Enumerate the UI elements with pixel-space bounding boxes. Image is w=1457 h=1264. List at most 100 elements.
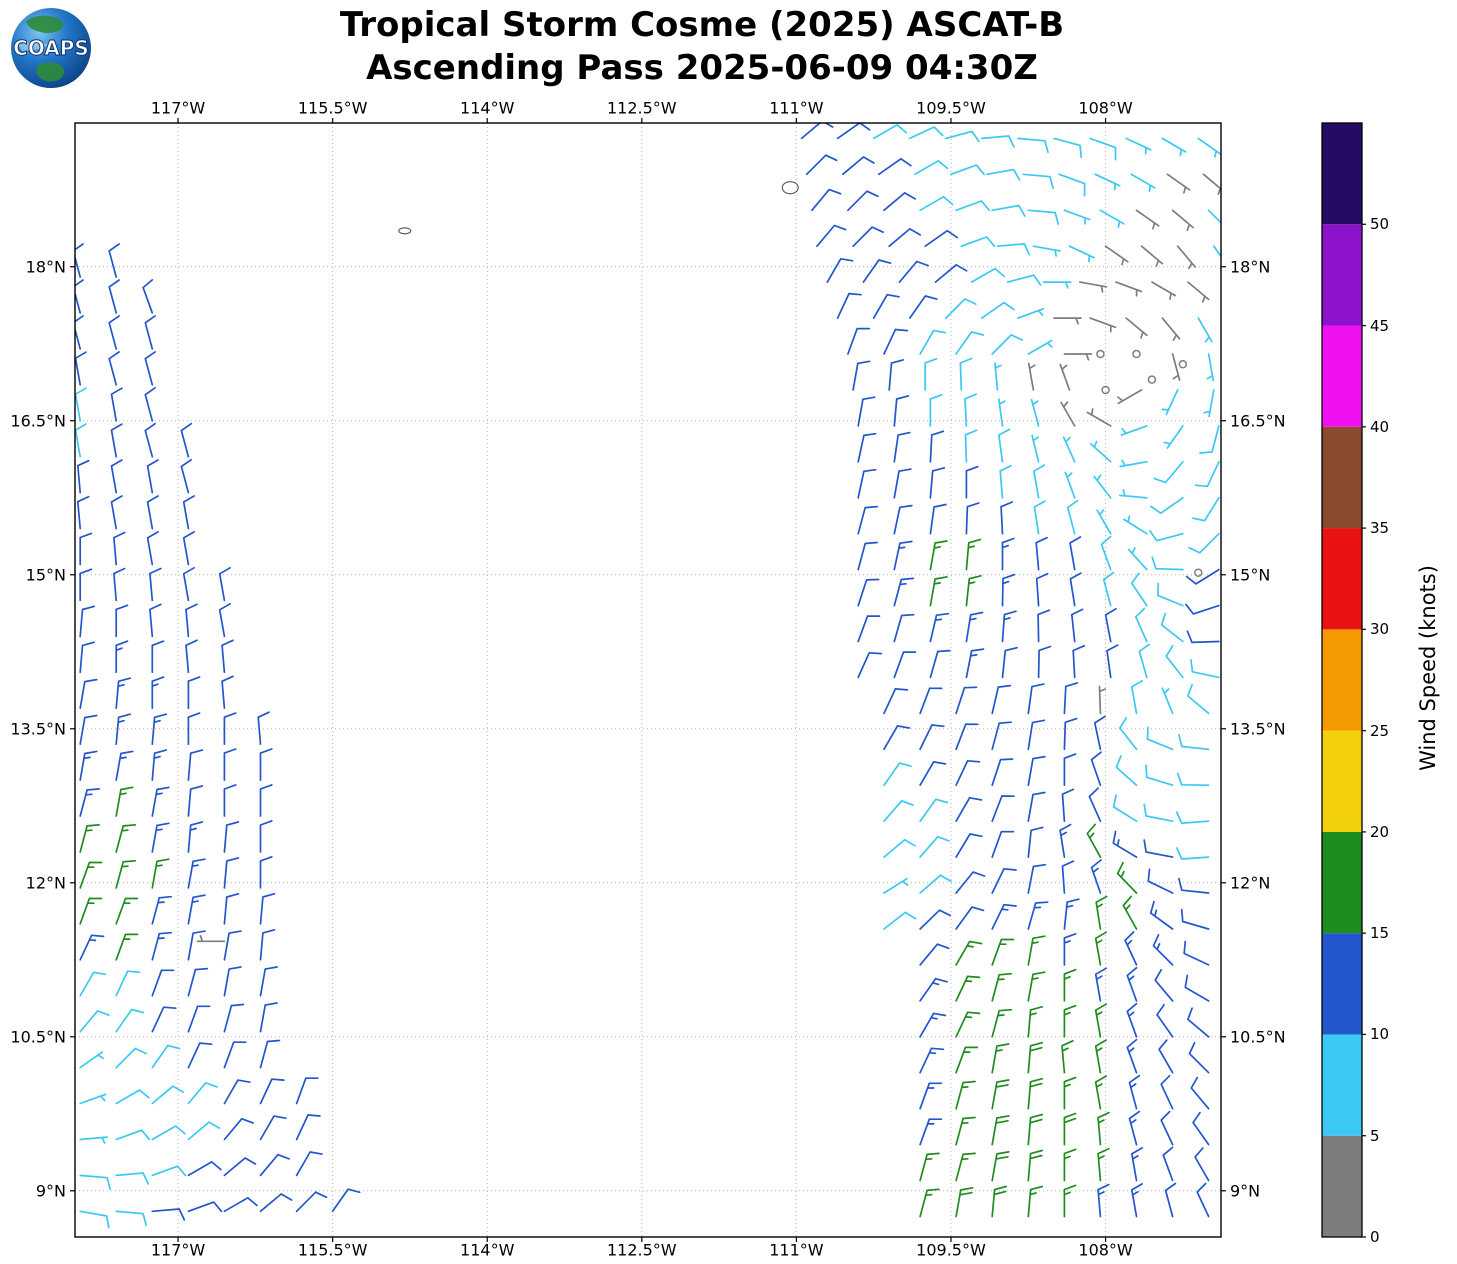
wind-barb bbox=[1063, 753, 1077, 787]
wind-barb bbox=[857, 432, 877, 463]
wind-barb bbox=[151, 895, 173, 925]
plot-border bbox=[74, 122, 1222, 1238]
wind-barb bbox=[1149, 529, 1184, 542]
wind-barb bbox=[75, 351, 87, 386]
wind-barb bbox=[1058, 173, 1086, 197]
wind-barb bbox=[981, 301, 1015, 319]
wind-barb bbox=[79, 1210, 110, 1229]
wind-barb bbox=[1030, 398, 1040, 427]
wind-barb bbox=[1097, 1183, 1110, 1218]
colorbar-tick-label: 15 bbox=[1370, 924, 1390, 943]
wind-barb bbox=[259, 892, 276, 925]
wind-barb bbox=[115, 1047, 148, 1069]
wind-barb bbox=[1150, 496, 1184, 515]
wind-barb bbox=[187, 858, 206, 889]
wind-barb bbox=[151, 676, 165, 710]
coastline-fragment bbox=[781, 181, 799, 195]
wind-barb bbox=[223, 784, 237, 817]
wind-barb bbox=[259, 966, 278, 997]
wind-barb bbox=[1178, 877, 1210, 894]
wind-barb bbox=[1062, 436, 1076, 463]
wind-barb bbox=[108, 279, 120, 314]
wind-barb bbox=[79, 1010, 110, 1033]
wind-barb bbox=[991, 830, 1015, 858]
wind-barb bbox=[1059, 363, 1071, 391]
wind-barb bbox=[1116, 861, 1138, 894]
cloud-swirl bbox=[18, 42, 48, 51]
calm-circle bbox=[1101, 385, 1110, 395]
land-north bbox=[26, 15, 63, 33]
wind-barb bbox=[929, 503, 947, 535]
wind-barb bbox=[1126, 1002, 1138, 1038]
wind-barb bbox=[182, 531, 195, 566]
wind-barb bbox=[187, 1161, 222, 1177]
wind-barb bbox=[929, 540, 948, 571]
y-tick-label-right: 16.5°N bbox=[1230, 411, 1286, 431]
wind-barb bbox=[857, 505, 879, 535]
wind-barb bbox=[144, 386, 156, 422]
wind-barb bbox=[960, 236, 996, 248]
x-tick-label-bottom: 109.5°W bbox=[916, 1240, 986, 1260]
wind-barb bbox=[257, 711, 270, 746]
wind-barb bbox=[108, 243, 120, 278]
wind-barb bbox=[259, 1078, 285, 1105]
wind-barb bbox=[1125, 137, 1152, 155]
wind-barb bbox=[1187, 281, 1210, 303]
wind-barb bbox=[1166, 173, 1191, 194]
wind-barb bbox=[1063, 353, 1093, 361]
wind-barb bbox=[151, 1006, 177, 1033]
wind-barb bbox=[1206, 353, 1215, 382]
wind-barb bbox=[115, 713, 132, 746]
wind-barb bbox=[115, 897, 139, 925]
wind-barb bbox=[1161, 389, 1179, 416]
wind-barb bbox=[1203, 389, 1215, 418]
wind-barb bbox=[857, 541, 879, 571]
wind-barb bbox=[259, 1193, 293, 1213]
wind-barb bbox=[1063, 932, 1077, 966]
wind-barb bbox=[1178, 733, 1210, 751]
x-tick-label-bottom: 114°W bbox=[460, 1240, 515, 1260]
wind-barb bbox=[1069, 536, 1082, 571]
wind-barb bbox=[1061, 1039, 1074, 1074]
wind-barb bbox=[1027, 826, 1044, 858]
wind-barb bbox=[115, 677, 132, 710]
wind-barb bbox=[1070, 608, 1084, 643]
wind-barb bbox=[259, 1002, 278, 1033]
wind-barb bbox=[295, 1077, 319, 1105]
y-tick-label-left: 9°N bbox=[35, 1181, 66, 1201]
wind-barb bbox=[1104, 245, 1129, 266]
wind-barb bbox=[1086, 408, 1112, 427]
wind-barb bbox=[816, 224, 847, 248]
x-tick-label-bottom: 117°W bbox=[150, 1240, 206, 1260]
wind-barb bbox=[187, 712, 201, 746]
wind-barb bbox=[151, 749, 168, 781]
wind-barb bbox=[110, 387, 123, 422]
wind-barb bbox=[893, 431, 911, 463]
colorbar-bin bbox=[1322, 1034, 1362, 1136]
wind-barb bbox=[1027, 1041, 1044, 1074]
wind-barb bbox=[872, 293, 900, 319]
wind-barb bbox=[1001, 537, 1015, 571]
wind-barb bbox=[1160, 1074, 1174, 1110]
wind-barb bbox=[1119, 489, 1148, 499]
wind-barb bbox=[1190, 659, 1220, 679]
wind-barb bbox=[1063, 898, 1080, 930]
wind-barb bbox=[964, 429, 978, 463]
wind-barb bbox=[223, 1157, 257, 1177]
wind-barb bbox=[1187, 683, 1210, 715]
wind-barb bbox=[1102, 571, 1115, 607]
wind-barb bbox=[1033, 500, 1046, 535]
wind-barb bbox=[144, 422, 156, 458]
wind-barb bbox=[991, 867, 1017, 894]
wind-barb bbox=[1128, 1110, 1141, 1146]
wind-barb bbox=[180, 458, 193, 494]
wind-barb bbox=[1098, 685, 1107, 715]
wind-barb bbox=[1063, 1184, 1077, 1218]
wind-barb bbox=[1187, 1007, 1210, 1038]
wind-barb bbox=[1119, 717, 1138, 751]
wind-barb bbox=[965, 538, 982, 571]
wind-barb bbox=[991, 1008, 1013, 1038]
wind-barb bbox=[151, 858, 170, 889]
wind-barb bbox=[1035, 572, 1049, 607]
